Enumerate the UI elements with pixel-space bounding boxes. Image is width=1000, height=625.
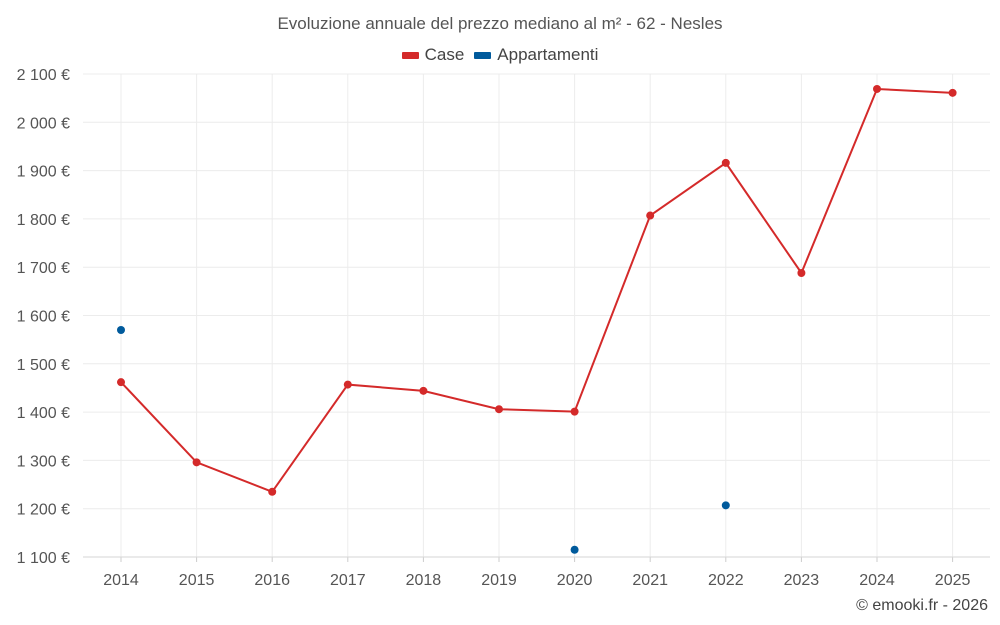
data-point (873, 84, 881, 93)
data-point (192, 458, 201, 467)
data-point (117, 325, 125, 334)
y-tick-label: 2 000 € (17, 115, 70, 132)
legend-item-case[interactable]: Case (401, 45, 465, 65)
y-tick-label: 1 100 € (17, 550, 70, 567)
data-point (721, 158, 730, 167)
data-point (797, 268, 806, 277)
x-tick-label: 2015 (179, 572, 215, 589)
y-tick-label: 1 700 € (17, 260, 70, 277)
y-tick-label: 1 600 € (17, 309, 70, 326)
chart-title: Evoluzione annuale del prezzo mediano al… (277, 14, 723, 33)
legend-swatch-case (401, 51, 419, 59)
legend-label-appartamenti: Appartamenti (497, 45, 599, 64)
y-tick-label: 1 800 € (17, 212, 70, 229)
data-point (570, 545, 579, 554)
chart-legend: Case Appartamenti (0, 45, 1000, 65)
x-tick-label: 2017 (330, 572, 366, 589)
legend-swatch-appartamenti (474, 51, 492, 59)
data-point (268, 487, 277, 496)
y-tick-label: 1 500 € (17, 357, 70, 374)
y-tick-label: 1 900 € (17, 164, 70, 181)
y-tick-label: 1 400 € (17, 405, 70, 422)
x-tick-label: 2018 (406, 572, 442, 589)
y-tick-label: 1 200 € (17, 502, 70, 519)
data-point (343, 380, 352, 389)
data-point (495, 405, 503, 414)
x-tick-label: 2023 (784, 572, 820, 589)
x-tick-label: 2014 (103, 572, 139, 589)
x-tick-label: 2016 (254, 572, 290, 589)
data-point (419, 386, 428, 395)
y-tick-label: 1 300 € (17, 453, 70, 470)
x-tick-label: 2022 (708, 572, 744, 589)
x-tick-label: 2021 (632, 572, 668, 589)
series-case (117, 84, 957, 496)
data-point (721, 501, 730, 510)
x-tick-label: 2024 (859, 572, 895, 589)
series-line-case (120, 87, 953, 494)
series-appartamenti (117, 325, 730, 554)
legend-item-appartamenti[interactable]: Appartamenti (474, 45, 598, 65)
data-point (117, 378, 125, 387)
y-tick-label: 2 100 € (17, 67, 70, 84)
credit-text: © emooki.fr - 2026 (856, 597, 988, 614)
x-tick-label: 2025 (935, 572, 971, 589)
data-point (570, 407, 579, 416)
legend-label-case: Case (424, 45, 465, 64)
x-tick-label: 2019 (481, 572, 517, 589)
data-point (948, 88, 957, 97)
x-tick-label: 2020 (557, 572, 593, 589)
data-point (646, 211, 655, 220)
